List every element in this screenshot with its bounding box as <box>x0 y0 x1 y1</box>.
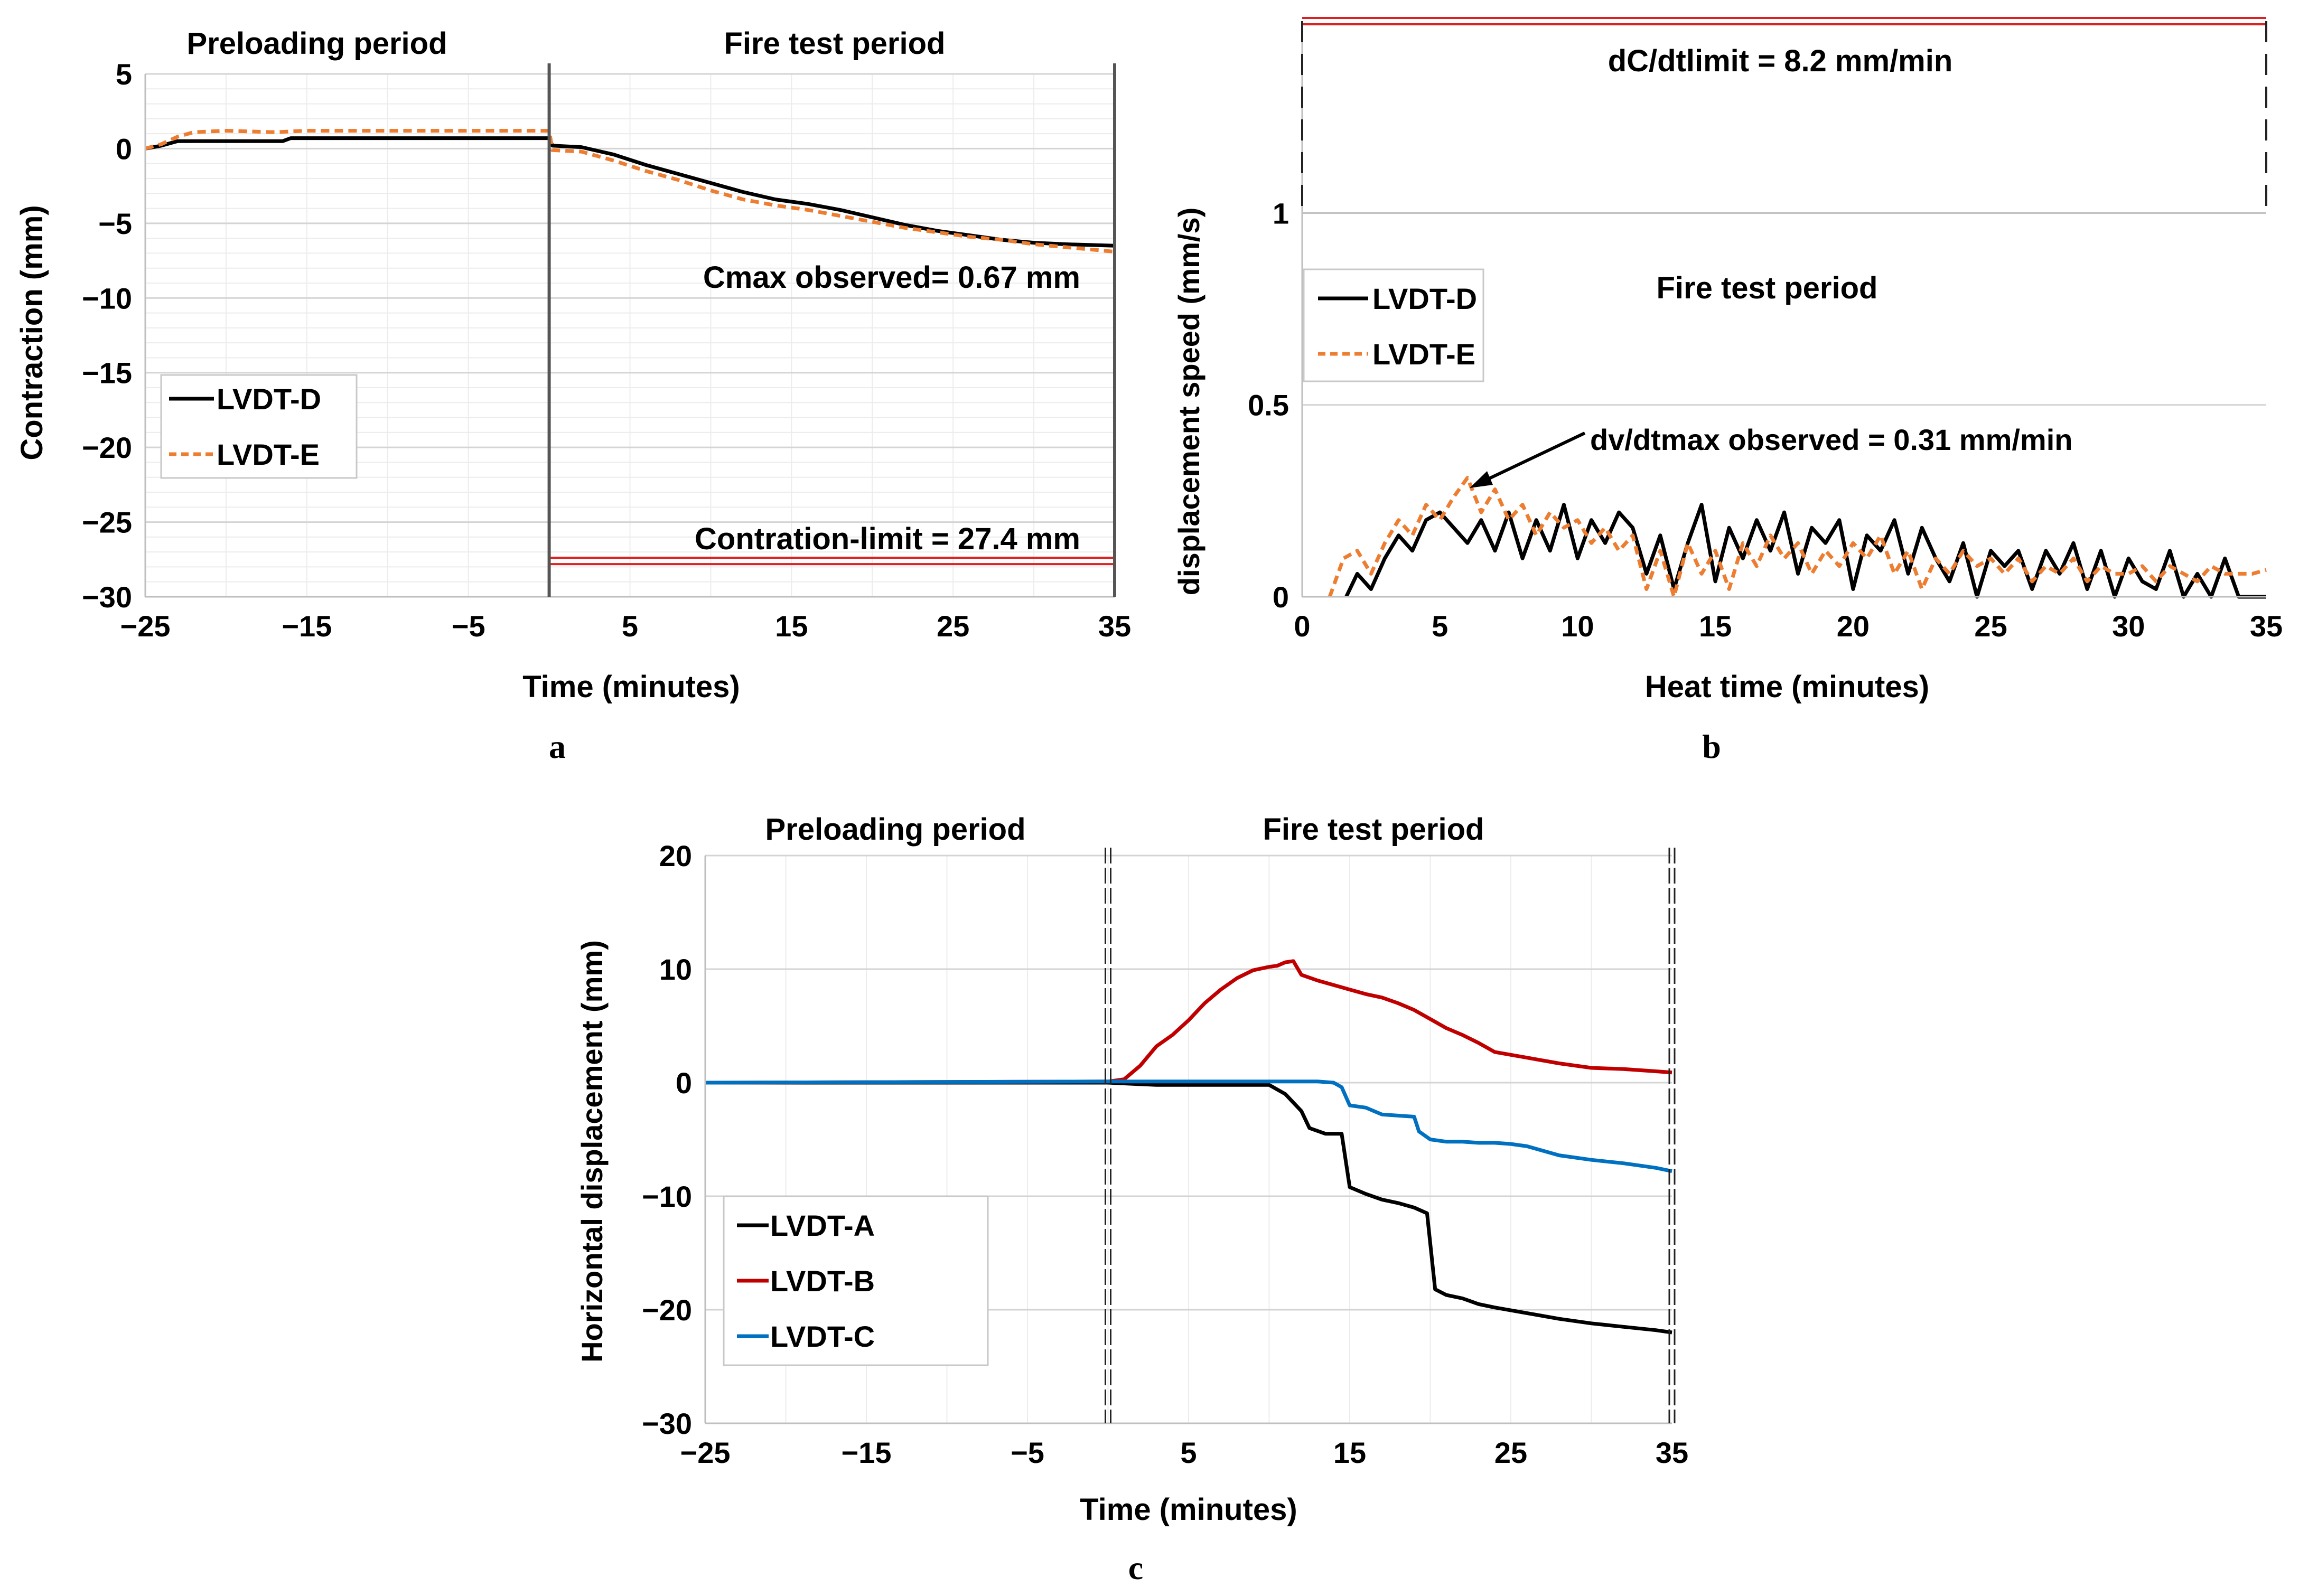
chart-b: 00.510 5 10 15 20 25 30 35 dC/dtlimit = 8.2 mm/… <box>1172 17 2283 765</box>
chart-c-ylabel: Horizontal displacement (mm) <box>575 940 609 1363</box>
chart-b-annotation-max: dv/dtmax observed = 0.31 mm/min <box>1590 423 2072 456</box>
chart-a-ylabel: Contraction (mm) <box>15 205 49 460</box>
chart-b-axes <box>1301 21 2267 598</box>
y-tick-label: −10 <box>642 1180 692 1213</box>
series-line-lvdt-d <box>1344 503 2266 599</box>
chart-a-xlabel: Time (minutes) <box>522 670 740 704</box>
x-tick-label: −25 <box>120 609 171 643</box>
x-tick-label: −15 <box>842 1436 892 1469</box>
chart-b-xlabel: Heat time (minutes) <box>1645 670 1929 704</box>
chart-b-caption: b <box>1702 728 1721 765</box>
chart-c-axes <box>704 848 1676 1424</box>
x-tick-label: 15 <box>775 609 808 643</box>
y-tick-label: −10 <box>82 281 132 315</box>
y-tick-label: 10 <box>659 953 692 986</box>
series-line-lvdt-e <box>1328 476 2267 599</box>
x-tick-label: 25 <box>1974 609 2007 643</box>
chart-c-caption: c <box>1128 1549 1143 1586</box>
chart-c-xlabel: Time (minutes) <box>1080 1492 1297 1527</box>
chart-c-ticks: 20 10 0 −10 −20 −30−25 −15 −5 5 15 25 35 <box>642 839 1688 1469</box>
chart-b-annotation-limit: dC/dtlimit = 8.2 mm/min <box>1608 44 1953 78</box>
series-line-lvdt-a <box>705 1081 1672 1335</box>
y-tick-label: −15 <box>82 356 132 390</box>
chart-b-series <box>1328 476 2267 599</box>
x-tick-label: 15 <box>1333 1436 1366 1469</box>
x-tick-label: −25 <box>680 1436 731 1469</box>
y-tick-label: 0 <box>116 132 132 165</box>
chart-c-period-preloading: Preloading period <box>765 812 1025 847</box>
x-tick-label: 25 <box>1494 1436 1527 1469</box>
chart-a-legend-label-lvdt-e: LVDT-E <box>217 438 320 471</box>
chart-a-grid <box>145 73 1115 598</box>
x-tick-label: 30 <box>2112 609 2145 643</box>
chart-a-annotation-cmax: Cmax observed= 0.67 mm <box>703 260 1080 295</box>
y-tick-label: 1 <box>1273 196 1289 230</box>
x-tick-label: 20 <box>1837 609 1870 643</box>
chart-a-legend-label-lvdt-d: LVDT-D <box>217 382 321 416</box>
chart-c-period-fire: Fire test period <box>1263 812 1484 847</box>
x-tick-label: 25 <box>937 609 969 643</box>
chart-b-ylabel: displacement speed (mm/s) <box>1172 208 1205 595</box>
chart-a-limit-line <box>549 557 1115 566</box>
x-tick-label: 5 <box>1180 1436 1197 1469</box>
y-tick-label: −30 <box>82 580 132 614</box>
chart-a-series <box>145 129 1115 254</box>
chart-a: 50−5−10−15−20−25−30−25 −15 −5 5 15 25 35 Prelo… <box>15 26 1131 765</box>
x-tick-label: 5 <box>1432 609 1448 643</box>
chart-c-legend-label-lvdt-b: LVDT-B <box>770 1264 875 1298</box>
series-line-lvdt-d <box>145 136 1115 248</box>
x-tick-label: 15 <box>1699 609 1732 643</box>
chart-b-arrow <box>1470 431 1586 488</box>
chart-c-legend-label-lvdt-a: LVDT-A <box>770 1209 875 1242</box>
series-line-lvdt-b <box>705 959 1672 1085</box>
y-tick-label: 0.5 <box>1248 389 1289 422</box>
chart-c-legend: LVDT-A LVDT-B LVDT-C <box>723 1195 989 1366</box>
y-tick-label: 0 <box>676 1066 692 1100</box>
y-tick-label: 0 <box>1273 580 1289 614</box>
chart-b-legend-label-lvdt-e: LVDT-E <box>1372 337 1475 371</box>
series-line-lvdt-c <box>705 1079 1672 1173</box>
y-tick-label: −20 <box>82 431 132 464</box>
chart-b-limit-line <box>1302 17 2266 25</box>
chart-b-legend-box <box>1303 268 1484 382</box>
chart-b-period-fire: Fire test period <box>1657 271 1878 305</box>
y-tick-label: −30 <box>642 1407 692 1440</box>
x-tick-label: 35 <box>1098 609 1131 643</box>
y-tick-label: −5 <box>98 207 132 240</box>
x-tick-label: 35 <box>2250 609 2283 643</box>
chart-b-legend: LVDT-D LVDT-E <box>1303 268 1484 382</box>
chart-c: 20 10 0 −10 −20 −30−25 −15 −5 5 15 25 35 Preloading… <box>575 812 1688 1586</box>
x-tick-label: −5 <box>452 609 485 643</box>
series-line-lvdt-e <box>145 129 1115 254</box>
y-tick-label: 20 <box>659 839 692 872</box>
chart-a-period-fire: Fire test period <box>724 26 946 61</box>
x-tick-label: −15 <box>282 609 332 643</box>
chart-a-axes <box>144 63 1116 598</box>
chart-a-annotation-limit: Contration-limit = 27.4 mm <box>695 522 1080 556</box>
chart-b-ticks: 00.510 5 10 15 20 25 30 35 <box>1248 196 2283 643</box>
x-tick-label: −5 <box>1011 1436 1044 1469</box>
x-tick-label: 10 <box>1561 609 1594 643</box>
chart-c-series <box>705 959 1672 1335</box>
chart-b-legend-label-lvdt-d: LVDT-D <box>1372 282 1477 315</box>
chart-a-caption: a <box>549 728 566 765</box>
chart-c-legend-label-lvdt-c: LVDT-C <box>770 1320 875 1353</box>
x-tick-label: 5 <box>622 609 638 643</box>
x-tick-label: 35 <box>1656 1436 1688 1469</box>
x-tick-label: 0 <box>1294 609 1310 643</box>
chart-a-legend: LVDT-D LVDT-E <box>160 374 358 479</box>
chart-a-period-preloading: Preloading period <box>186 26 447 61</box>
y-tick-label: 5 <box>116 58 132 91</box>
y-tick-label: −20 <box>642 1293 692 1327</box>
y-tick-label: −25 <box>82 506 132 539</box>
chart-a-ticks: 50−5−10−15−20−25−30−25 −15 −5 5 15 25 35 <box>82 58 1131 643</box>
chart-a-legend-box <box>160 374 358 479</box>
